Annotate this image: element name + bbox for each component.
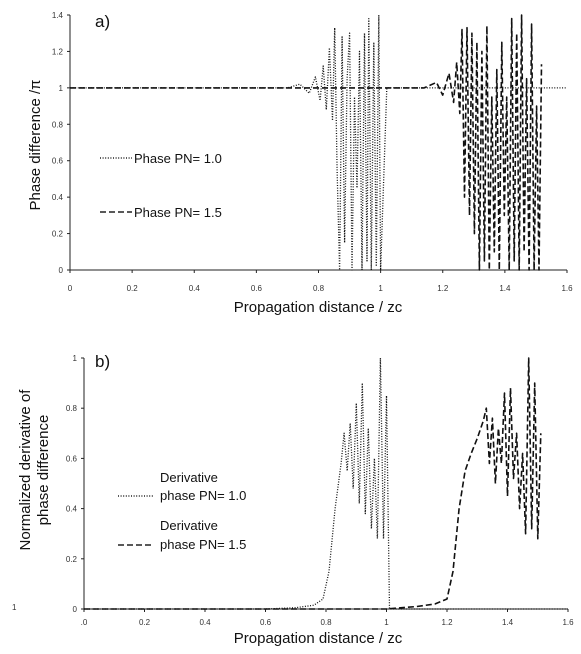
panel-a-y-tick-label: 0 <box>59 266 64 275</box>
panel-a-y-axis-label: Phase difference /π <box>27 80 44 211</box>
panel-a-x-tick-label: 0.4 <box>189 284 201 293</box>
panel-b-x-tick-label: 0.6 <box>260 618 272 627</box>
panel-a-legend: Phase PN= 1.0 Phase PN= 1.5 <box>100 151 222 220</box>
panel-b: b) Normalized derivative of phase differ… <box>12 352 574 647</box>
panel-a: a) Phase difference /π Propagation dista… <box>27 11 573 316</box>
panel-b-series-line-2 <box>84 357 542 610</box>
legend-label-derivative-pn-1-0-line-2: phase PN= 1.0 <box>160 488 246 503</box>
panel-a-series-line-1 <box>70 14 567 271</box>
panel-a-x-axis-label: Propagation distance / zc <box>234 299 403 316</box>
legend-label-phase-pn-1-5: Phase PN= 1.5 <box>134 205 222 220</box>
panel-b-x-tick-label: 1.6 <box>562 618 574 627</box>
panel-b-x-tick-label: 0.8 <box>320 618 332 627</box>
panel-a-y-tick-label: 1.4 <box>52 11 64 20</box>
legend-label-phase-pn-1-0: Phase PN= 1.0 <box>134 151 222 166</box>
panel-b-y-tick-label: 0 <box>73 605 78 614</box>
panel-a-x-tick-label: 1.4 <box>499 284 511 293</box>
panel-b-x-tick-label: 0.4 <box>199 618 211 627</box>
panel-a-series <box>70 14 567 271</box>
panel-b-x-tick-label: 1.2 <box>441 618 453 627</box>
panel-a-x-tick-label: 1.6 <box>561 284 573 293</box>
panel-a-label: a) <box>95 12 110 31</box>
panel-a-y-tick-label: 0.2 <box>52 230 64 239</box>
panel-b-series-line-1 <box>84 357 568 610</box>
panel-a-y-tick-label: 1 <box>59 84 64 93</box>
panel-a-ticks: 0 0.2 0.4 0.6 0.8 1 1.2 1.4 1.6 0 0.2 0.4 0.6 0.8 1 1.2… <box>52 11 573 293</box>
panel-b-series <box>84 357 568 610</box>
legend-label-derivative-pn-1-5-line-1: Derivative <box>160 518 218 533</box>
panel-b-y-tick-label: 0.8 <box>66 404 78 413</box>
panel-b-ticks: .0 0.2 0.4 0.6 0.8 1 1.2 1.4 1.6 0 0.2 0.4 0.6 0.8 1 <box>66 354 574 627</box>
panel-a-y-tick-label: 0.6 <box>52 157 64 166</box>
panel-b-x-tick-label: 1 <box>384 618 389 627</box>
panel-a-x-tick-label: 0.2 <box>127 284 139 293</box>
panel-a-x-tick-label: 1.2 <box>437 284 449 293</box>
panel-b-x-tick-label: .0 <box>81 618 88 627</box>
panel-a-x-tick-label: 0.8 <box>313 284 325 293</box>
panel-b-legend: Derivative phase PN= 1.0 Derivative phas… <box>118 470 246 552</box>
legend-label-derivative-pn-1-5-line-2: phase PN= 1.5 <box>160 537 246 552</box>
panel-b-x-tick-label: 1.4 <box>502 618 514 627</box>
panel-a-x-tick-label: 1 <box>378 284 383 293</box>
panel-a-x-tick-label: 0.6 <box>251 284 263 293</box>
panel-b-label: b) <box>95 352 110 371</box>
panel-a-y-tick-label: 1.2 <box>52 47 64 56</box>
panel-a-series-line-2 <box>70 14 543 271</box>
panel-b-y-axis-label-line-1: Normalized derivative of <box>17 389 34 551</box>
panel-b-y-axis-label-line-2: phase difference <box>35 415 52 526</box>
panel-a-x-tick-label: 0 <box>68 284 73 293</box>
panel-b-y-tick-label: 0.2 <box>66 555 78 564</box>
panel-b-stray-tick-mark: 1 <box>12 603 17 612</box>
panel-a-y-tick-label: 0.8 <box>52 120 64 129</box>
panel-b-y-tick-label: 0.6 <box>66 454 78 463</box>
panel-b-x-tick-label: 0.2 <box>139 618 151 627</box>
legend-label-derivative-pn-1-0-line-1: Derivative <box>160 470 218 485</box>
panel-a-y-tick-label: 0.4 <box>52 193 64 202</box>
panel-b-y-tick-label: 0.4 <box>66 505 78 514</box>
panel-b-x-axis-label: Propagation distance / zc <box>234 630 403 647</box>
panel-b-y-tick-label: 1 <box>73 354 78 363</box>
